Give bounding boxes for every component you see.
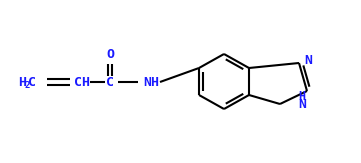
Text: H: H [18,75,26,89]
Text: 2: 2 [25,81,30,90]
Text: C: C [28,75,36,89]
Text: O: O [106,47,114,60]
Text: N: N [298,97,306,111]
Text: C: C [106,75,114,89]
Text: H: H [299,89,305,103]
Text: CH: CH [74,75,90,89]
Text: N: N [304,53,312,67]
Text: NH: NH [143,75,159,89]
